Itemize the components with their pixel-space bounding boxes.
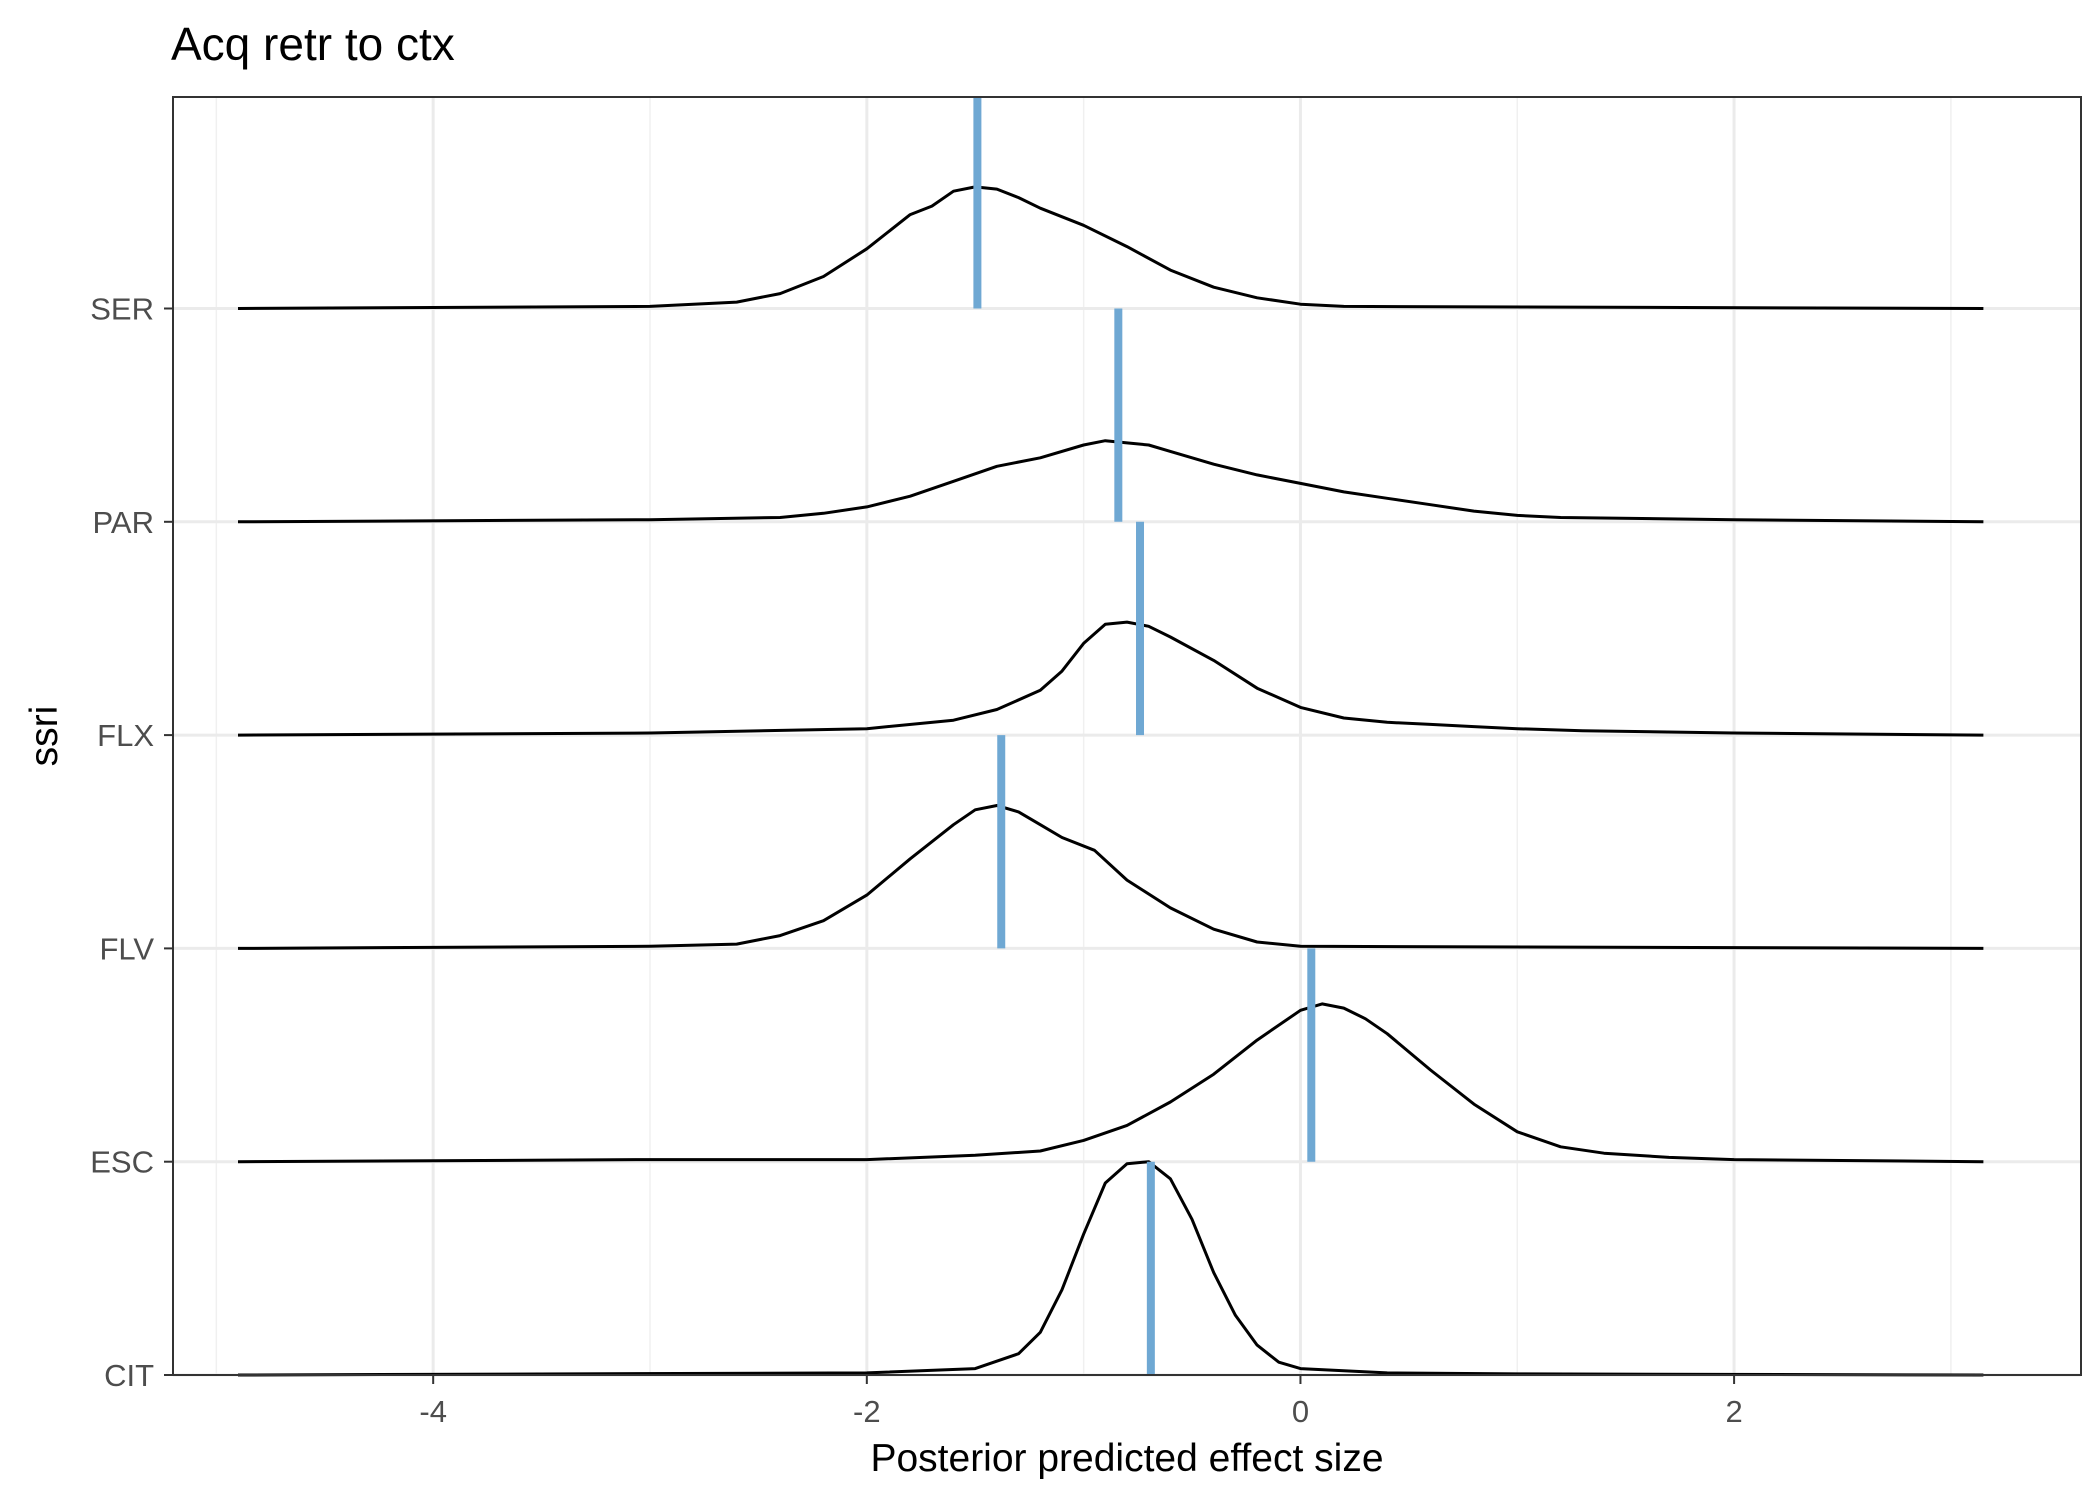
x-axis-title: Posterior predicted effect size — [870, 1437, 1383, 1480]
y-tick-label: SER — [90, 292, 154, 327]
x-tick-label: -2 — [853, 1394, 881, 1429]
chart-title: Acq retr to ctx — [171, 18, 455, 70]
density-curve-flx — [237, 620, 1984, 737]
y-tick-label: FLX — [97, 718, 154, 753]
x-tick-label: 2 — [1725, 1394, 1742, 1429]
density-curve-cit — [237, 1160, 1984, 1377]
y-tick-label: FLV — [99, 931, 154, 966]
y-tick-label: ESC — [90, 1145, 154, 1180]
grid — [173, 97, 2081, 1377]
density-curve-par — [237, 439, 1984, 524]
y-axis-title: ssri — [23, 706, 66, 767]
x-tick-label: -4 — [419, 1394, 447, 1429]
density-curve-flv — [237, 804, 1984, 950]
y-tick-label: CIT — [104, 1358, 154, 1393]
y-tick-label: PAR — [93, 505, 154, 540]
density-curve-ser — [237, 185, 1984, 310]
density-curve-esc — [237, 1002, 1984, 1164]
axes: -4 -2 0 2 CIT ESC FLV FLX PAR SER — [90, 292, 1742, 1430]
series-layer — [237, 97, 1984, 1377]
x-tick-label: 0 — [1292, 1394, 1309, 1429]
